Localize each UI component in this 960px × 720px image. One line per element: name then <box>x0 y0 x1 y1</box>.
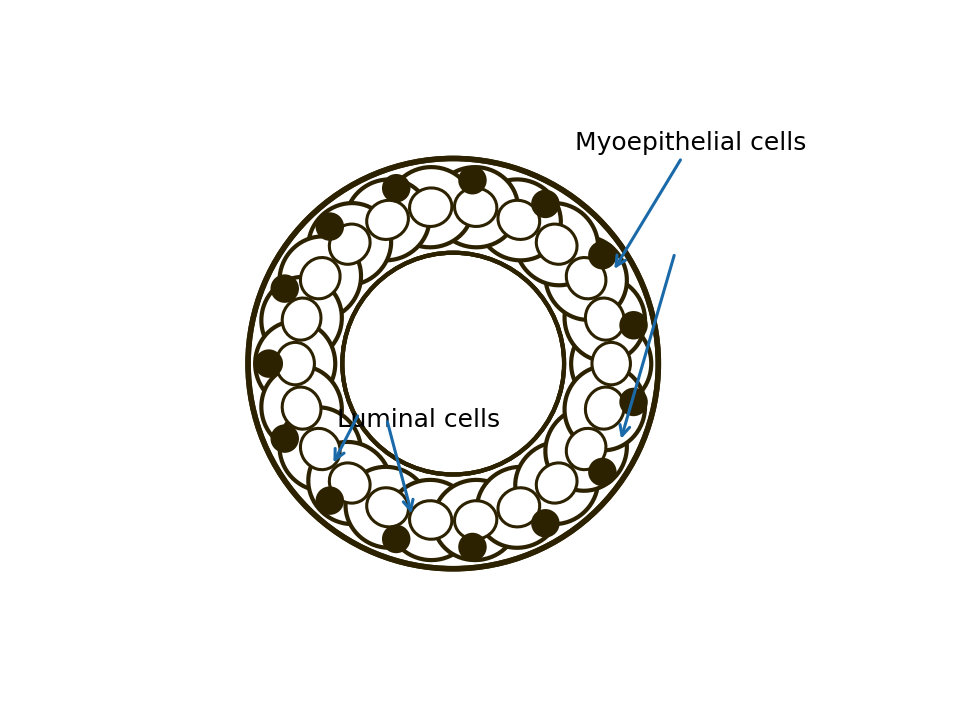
Ellipse shape <box>261 277 342 361</box>
Circle shape <box>532 191 559 217</box>
Ellipse shape <box>498 487 540 527</box>
Circle shape <box>620 389 647 415</box>
Circle shape <box>459 167 486 194</box>
Ellipse shape <box>477 179 561 261</box>
Ellipse shape <box>279 408 361 491</box>
Ellipse shape <box>367 487 408 527</box>
Circle shape <box>248 158 659 569</box>
Circle shape <box>383 526 409 552</box>
Ellipse shape <box>454 500 497 539</box>
Ellipse shape <box>329 224 371 264</box>
Ellipse shape <box>571 321 651 406</box>
Ellipse shape <box>564 277 645 361</box>
Ellipse shape <box>566 258 606 299</box>
Ellipse shape <box>477 467 561 548</box>
Ellipse shape <box>433 480 518 560</box>
Ellipse shape <box>498 200 540 240</box>
Ellipse shape <box>537 224 577 264</box>
Circle shape <box>272 426 298 451</box>
Ellipse shape <box>592 343 631 384</box>
Ellipse shape <box>308 203 391 285</box>
Ellipse shape <box>282 387 321 429</box>
Circle shape <box>589 242 615 269</box>
Ellipse shape <box>389 480 473 560</box>
Ellipse shape <box>255 321 335 406</box>
Ellipse shape <box>545 236 627 320</box>
Text: Myoepithelial cells: Myoepithelial cells <box>575 131 806 266</box>
Ellipse shape <box>367 200 408 240</box>
Ellipse shape <box>329 463 371 503</box>
Ellipse shape <box>566 428 606 469</box>
Circle shape <box>383 175 409 202</box>
Ellipse shape <box>308 442 391 524</box>
Ellipse shape <box>346 179 429 261</box>
Circle shape <box>343 253 564 474</box>
Text: Luminal cells: Luminal cells <box>337 408 500 432</box>
Ellipse shape <box>454 188 497 227</box>
Circle shape <box>459 534 486 560</box>
Ellipse shape <box>410 500 452 539</box>
Ellipse shape <box>261 366 342 450</box>
Ellipse shape <box>300 428 340 469</box>
Ellipse shape <box>300 258 340 299</box>
Circle shape <box>272 276 298 302</box>
Ellipse shape <box>516 442 598 524</box>
Ellipse shape <box>433 167 518 247</box>
Circle shape <box>589 459 615 485</box>
Circle shape <box>317 487 343 514</box>
Ellipse shape <box>282 298 321 340</box>
Ellipse shape <box>410 188 452 227</box>
Circle shape <box>532 510 559 536</box>
Ellipse shape <box>564 366 645 450</box>
Circle shape <box>255 351 282 377</box>
Ellipse shape <box>537 463 577 503</box>
Circle shape <box>317 213 343 240</box>
Ellipse shape <box>276 343 315 384</box>
Ellipse shape <box>389 167 473 247</box>
Ellipse shape <box>545 408 627 491</box>
Circle shape <box>620 312 647 338</box>
Ellipse shape <box>586 298 624 340</box>
Ellipse shape <box>516 203 598 285</box>
Ellipse shape <box>586 387 624 429</box>
Ellipse shape <box>279 236 361 320</box>
Ellipse shape <box>346 467 429 548</box>
